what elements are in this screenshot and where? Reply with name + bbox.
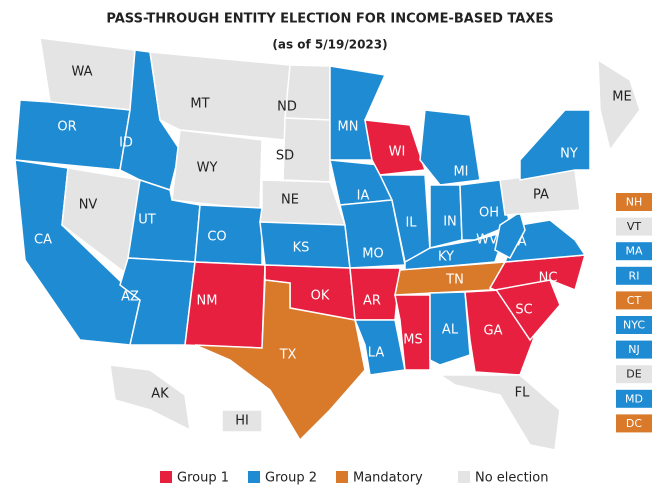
state-shape [459,179,511,241]
state-label: ME [612,90,631,105]
state-label: PA [533,188,549,203]
state-label: OH [479,206,499,221]
state-label: TN [445,273,464,288]
small-state-box [616,266,652,285]
small-state-box [616,217,652,236]
state-label: WI [389,145,406,160]
state-shape [221,409,263,433]
state-label: IL [405,216,417,231]
legend-swatch [336,471,348,483]
small-state-box [616,291,652,310]
state-label: SD [276,149,294,164]
small-state-label: CT [627,294,642,307]
state-shape [109,364,191,432]
state-label: GA [484,324,503,339]
legend-label: No election [475,471,548,486]
small-state-label: NH [626,196,643,209]
state-shape [437,374,561,451]
state-label: NC [539,271,558,286]
small-state-label: VT [627,220,642,233]
small-state-label: RI [629,269,640,282]
state-shape [14,99,131,171]
state-shape [429,291,471,366]
state-label: IN [443,215,457,230]
state-shape [353,319,406,376]
state-label: CA [34,233,52,248]
state-label: KS [293,241,310,256]
state-label: AZ [121,290,139,305]
state-shape [364,119,427,176]
small-state-box [616,389,652,408]
state-label: ND [277,100,297,115]
state-label: SC [515,303,532,318]
small-state-label: NJ [628,343,639,356]
state-shape [194,204,263,266]
state-label: TX [279,348,297,363]
small-state-label: NYC [623,319,645,332]
state-shape [597,58,641,152]
state-shape [259,179,347,226]
small-state-box [616,316,652,334]
state-label: AR [363,294,381,309]
legend-label: Group 1 [177,471,229,486]
small-state-box [616,340,652,359]
title: PASS-THROUGH ENTITY ELECTION FOR INCOME-… [106,12,553,27]
subtitle: (as of 5/19/2023) [272,38,387,52]
state-label: LA [368,346,385,361]
small-state-label: MA [625,245,642,258]
small-state-box [616,242,652,261]
state-label: IA [357,189,370,204]
small-state-box [616,365,652,384]
state-label: WA [71,65,92,80]
small-state-label: DC [626,417,642,430]
state-label: MT [190,97,209,112]
state-label: WY [197,161,218,176]
state-shape [394,294,431,371]
legend-label: Mandatory [353,471,423,486]
state-label: MI [453,165,468,180]
state-label: HI [235,414,249,429]
state-label: NY [560,147,578,162]
legend-swatch [248,471,260,483]
state-label: OK [311,289,330,304]
state-shape [339,199,406,269]
state-shape [419,109,481,186]
legend-label: Group 2 [265,471,317,486]
state-label: WV [476,233,498,248]
state-label: KY [438,250,454,265]
state-label: ID [119,136,133,151]
state-label: FL [515,386,530,401]
state-label: UT [138,213,156,228]
state-label: NV [79,198,98,213]
state-shape [519,109,591,181]
small-state-label: MD [625,392,643,405]
state-label: AL [442,323,459,338]
state-label: NM [197,294,218,309]
small-state-box [616,414,652,433]
state-shape [149,51,291,141]
state-shape [194,279,366,442]
state-label: CO [207,230,226,245]
small-state-label: DE [626,368,641,381]
legend-swatch [458,471,470,483]
legend-swatch [160,471,172,483]
state-label: AK [151,387,169,402]
small-state-box [616,193,652,211]
state-label: MS [403,333,422,348]
state-label: OR [57,120,76,135]
state-label: MN [338,120,359,135]
state-label: NE [281,193,299,208]
state-label: MO [362,247,383,262]
